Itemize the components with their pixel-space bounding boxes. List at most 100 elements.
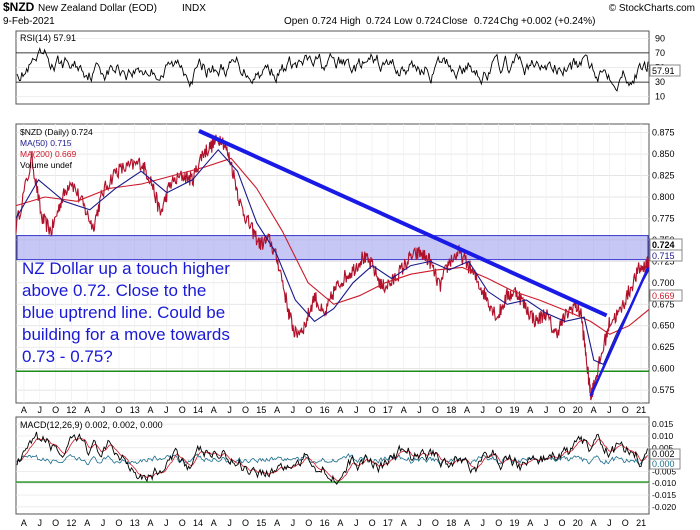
price-ytick-label: 0.775 [652, 213, 675, 223]
rsi-ytick-label: 10 [655, 92, 665, 102]
x-tick-label: 21 [636, 405, 646, 415]
price-series-line [15, 134, 650, 401]
high-label: High [340, 16, 361, 27]
x-tick-label: 20 [573, 405, 583, 415]
open-value: 0.724 [312, 16, 337, 27]
chg-value: +0.002 (+0.24%) [521, 16, 596, 27]
x-tick-label: 16 [320, 518, 330, 528]
x-tick-label: 17 [383, 405, 393, 415]
rsi-ytick-label: 70 [655, 48, 665, 58]
ma200-line [15, 157, 650, 335]
macd-legend: MACD(12,26,9) 0.002, 0.002, 0.000 [20, 420, 163, 430]
x-tick-label: O [432, 518, 439, 528]
annotation: NZ Dollar up a touch higher above 0.72. … [22, 259, 230, 366]
x-tick-label: O [558, 518, 565, 528]
x-tick-label: O [179, 405, 186, 415]
x-tick-label: 17 [383, 518, 393, 528]
ohlc-summary: Open 0.724 High 0.724 Low 0.724 Close 0.… [284, 16, 596, 27]
annotation-line-4: building for a move towards [22, 325, 230, 344]
macd-ytick-label: 0.005 [652, 443, 674, 453]
downtrend-line [198, 129, 608, 318]
macd-ytick-label: 0.015 [652, 419, 674, 429]
x-tick-label: A [337, 405, 343, 415]
x-tick-label: J [607, 405, 612, 415]
close-value-tag: 0.724 [652, 240, 675, 250]
x-tick-label: J [544, 405, 549, 415]
close-label: Close [442, 16, 468, 27]
x-tick-label: A [274, 518, 280, 528]
macd-value-tags: 0.002 0.000 [649, 448, 681, 470]
x-tick-label: O [242, 405, 249, 415]
price-ytick-label: 0.600 [652, 364, 675, 374]
x-tick-label: A [21, 405, 27, 415]
annotation-line-5: 0.73 - 0.75? [22, 347, 113, 366]
price-ytick-label: 0.800 [652, 192, 675, 202]
x-tick-label: A [337, 518, 343, 528]
macd-ytick-label: -0.005 [652, 466, 676, 476]
x-tick-label: 14 [193, 405, 203, 415]
x-tick-label: J [37, 518, 42, 528]
macd-ytick-label: -0.015 [652, 490, 676, 500]
macd-value-tag: 0.002 [652, 449, 675, 459]
x-tick-label: 19 [509, 518, 519, 528]
x-tick-label: 18 [446, 405, 456, 415]
macd-line [16, 431, 648, 485]
x-tick-label: J [291, 405, 296, 415]
x-tick-label: 18 [446, 518, 456, 528]
x-tick-label: J [607, 518, 612, 528]
x-tick-label: A [211, 518, 217, 528]
x-tick-label: 13 [130, 405, 140, 415]
x-tick-label: O [242, 518, 249, 528]
rsi-ytick-label: 30 [655, 77, 665, 87]
annotation-line-2: above 0.72. Close to the [22, 281, 206, 300]
macd-ytick-label: 0.010 [652, 431, 674, 441]
x-tick-label: 20 [573, 518, 583, 528]
price-legend: $NZD (Daily) 0.724 MA(50) 0.715 MA(200) … [20, 127, 93, 170]
legend-price: $NZD (Daily) 0.724 [20, 127, 93, 137]
hist-value-tag: 0.000 [652, 459, 675, 469]
price-ytick-label: 0.650 [652, 321, 675, 331]
rsi-ytick-label: 90 [655, 33, 665, 43]
exchange: INDX [182, 3, 206, 14]
close-value: 0.724 [474, 16, 499, 27]
price-ytick-label: 0.850 [652, 149, 675, 159]
x-tick-label: J [481, 518, 486, 528]
source-credit: © StockCharts.com [609, 3, 695, 14]
x-tick-label: O [558, 405, 565, 415]
ma50-value-tag: 0.715 [652, 251, 675, 261]
x-tick-label: J [164, 405, 169, 415]
chart-date: 9-Feb-2021 [3, 16, 55, 27]
x-tick-label: O [115, 518, 122, 528]
x-axis: A J O 12 A J O 13 A J O 14 A J O 15 A J O 16 A J O 17 A J O 18 A J O 19… [21, 405, 646, 528]
x-tick-label: 21 [636, 518, 646, 528]
x-tick-label: O [179, 518, 186, 528]
chg-label: Chg [500, 16, 518, 27]
x-tick-label: J [354, 405, 359, 415]
x-tick-label: O [495, 518, 502, 528]
x-tick-label: J [481, 405, 486, 415]
price-ytick-label: 0.625 [652, 342, 675, 352]
x-tick-label: A [84, 518, 90, 528]
x-tick-label: 14 [193, 518, 203, 528]
macd-layer: 0.015 0.010 0.005 0.000-0.005 -0.010 -0.015 -0… [16, 419, 676, 512]
x-tick-label: J [227, 405, 232, 415]
x-tick-label: 15 [256, 405, 266, 415]
price-layer: 0.8750.8500.8250.8000.7750.7500.7250.700… [15, 128, 675, 401]
x-tick-label: J [417, 405, 422, 415]
x-tick-label: A [591, 405, 597, 415]
x-tick-label: O [369, 405, 376, 415]
x-tick-label: A [401, 518, 407, 528]
symbol: $NZD [3, 0, 35, 14]
macd-ytick-label: -0.020 [652, 502, 676, 512]
rsi-legend: RSI(14) 57.91 [20, 33, 76, 43]
price-ytick-label: 0.700 [652, 278, 675, 288]
price-ytick-label: 0.875 [652, 128, 675, 138]
x-tick-label: A [147, 518, 153, 528]
x-tick-label: 15 [256, 518, 266, 528]
x-tick-label: A [401, 405, 407, 415]
x-tick-label: 12 [66, 518, 76, 528]
x-tick-label: O [52, 405, 59, 415]
legend-volume: Volume undef [20, 160, 73, 170]
rsi-line [16, 46, 649, 92]
